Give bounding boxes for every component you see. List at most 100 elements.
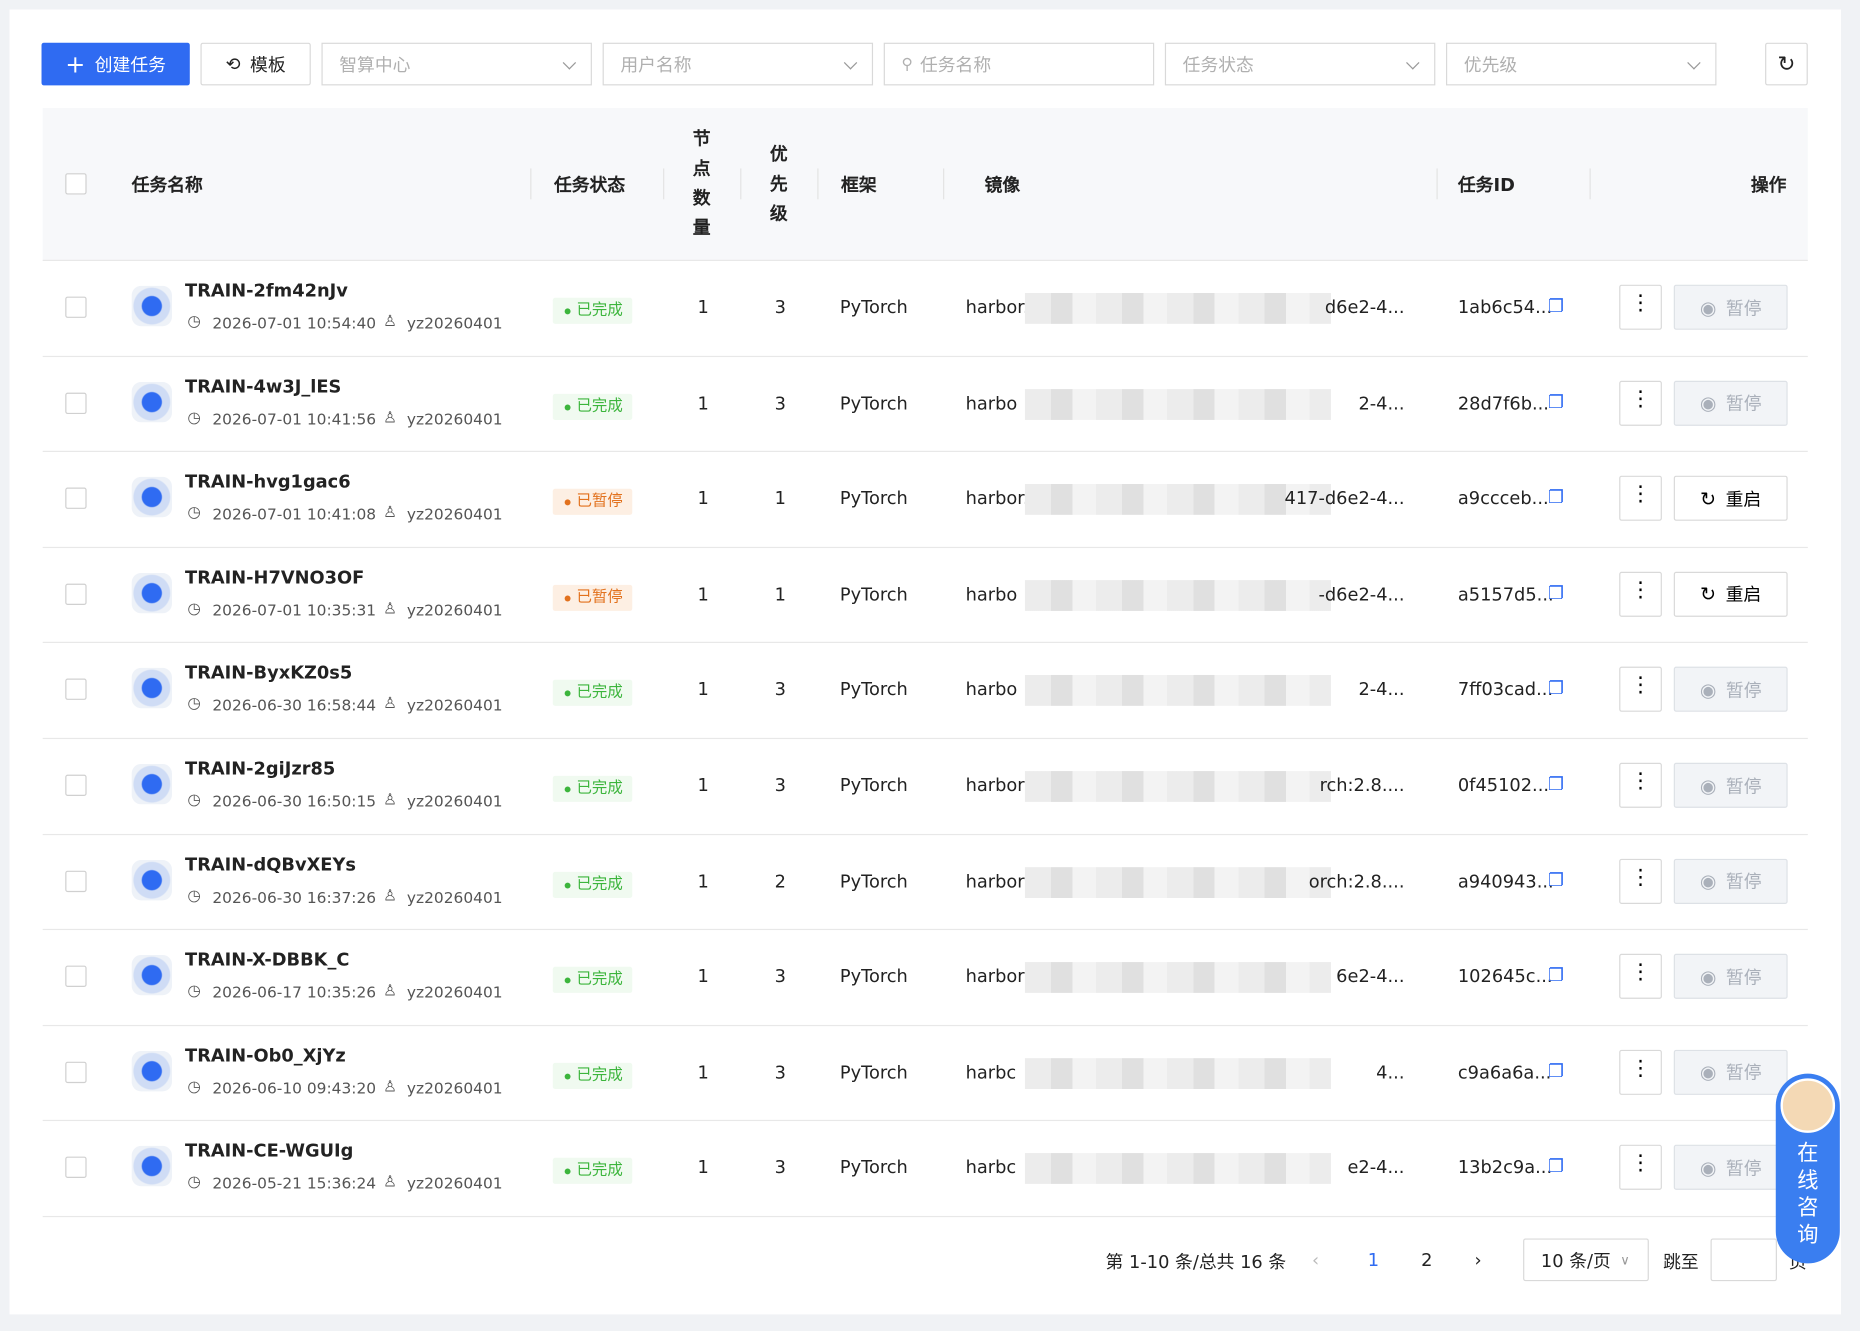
framework: PyTorch <box>839 1157 908 1179</box>
row-checkbox[interactable] <box>65 774 87 796</box>
page-size[interactable]: 10 条/页 ∨ <box>1523 1238 1649 1282</box>
copy-icon[interactable]: ❐ <box>1548 869 1564 891</box>
task-name: TRAIN-CE-WGUIg <box>185 1140 354 1162</box>
row-checkbox[interactable] <box>65 870 87 892</box>
refresh-button[interactable]: ↻ <box>1765 42 1808 86</box>
copy-icon[interactable]: ❐ <box>1548 773 1564 795</box>
user-icon: ♙ <box>383 1173 397 1192</box>
user-icon: ♙ <box>383 695 397 714</box>
action-button[interactable]: ↻ 重启 <box>1673 475 1788 521</box>
row-checkbox[interactable] <box>65 1157 87 1179</box>
more-button[interactable]: ⋮ <box>1619 762 1662 808</box>
column-separator <box>740 168 742 200</box>
create-button[interactable]: + 创建任务 <box>41 42 190 86</box>
row-checkbox[interactable] <box>65 296 87 318</box>
framework: PyTorch <box>839 1061 908 1083</box>
page-1[interactable]: 1 <box>1367 1249 1380 1271</box>
status-badge: 已完成 <box>552 775 633 802</box>
task-user: yz20260401 <box>406 889 503 908</box>
action-icon: ↻ <box>1700 487 1717 510</box>
node-count: 1 <box>697 296 709 318</box>
status-badge: 已完成 <box>552 393 633 420</box>
image-start: harbc <box>965 1157 1017 1179</box>
action-button[interactable]: ◉ 暂停 <box>1673 762 1788 808</box>
copy-icon[interactable]: ❐ <box>1548 1060 1564 1082</box>
filter-select[interactable]: 智算中心 <box>321 42 592 86</box>
filter-select[interactable]: 用户名称 <box>602 42 874 86</box>
user-icon: ♙ <box>383 1078 397 1096</box>
image-blur <box>1024 866 1331 898</box>
action-button[interactable]: ◉ 暂停 <box>1673 1145 1788 1191</box>
more-button[interactable]: ⋮ <box>1619 475 1662 521</box>
action-button[interactable]: ◉ 暂停 <box>1673 953 1788 1000</box>
page-2[interactable]: 2 <box>1421 1249 1433 1271</box>
action-label: 暂停 <box>1725 392 1762 415</box>
image-blur <box>1024 579 1331 611</box>
action-button[interactable]: ◉ 暂停 <box>1673 1049 1788 1095</box>
more-button[interactable]: ⋮ <box>1619 571 1662 617</box>
select-all[interactable] <box>65 173 87 195</box>
task-time: 2026-06-30 16:37:26 <box>212 889 377 908</box>
action-button[interactable]: ↻ 重启 <box>1673 571 1788 617</box>
table-row: TRAIN-CE-WGUIg ◷ 2026-05-21 15:36:24 ♙ yz202… <box>42 1120 1808 1218</box>
action-icon: ◉ <box>1699 774 1717 797</box>
clock-icon: ◷ <box>187 791 201 810</box>
filter-select[interactable]: 任务状态 <box>1164 42 1436 86</box>
row-checkbox[interactable] <box>65 965 87 988</box>
more-button[interactable]: ⋮ <box>1619 953 1662 1000</box>
copy-icon[interactable]: ❐ <box>1548 582 1564 604</box>
copy-icon[interactable]: ❐ <box>1548 677 1564 700</box>
image-end: 4... <box>1376 1061 1405 1083</box>
action-button[interactable]: ◉ 暂停 <box>1673 380 1788 426</box>
status-badge: 已完成 <box>552 967 633 994</box>
image-blur <box>1024 293 1331 324</box>
copy-icon[interactable]: ❐ <box>1548 486 1564 508</box>
action-button[interactable]: ◉ 暂停 <box>1673 284 1788 330</box>
more-button[interactable]: ⋮ <box>1619 284 1662 330</box>
row-checkbox[interactable] <box>65 679 87 701</box>
task-icon <box>131 955 173 996</box>
row-checkbox[interactable] <box>65 583 87 605</box>
row-checkbox[interactable] <box>65 487 87 510</box>
jump-input[interactable] <box>1710 1238 1777 1282</box>
copy-icon[interactable]: ❐ <box>1548 964 1564 987</box>
prev-page[interactable]: ‹ <box>1311 1249 1320 1271</box>
copy-icon[interactable]: ❐ <box>1548 295 1564 317</box>
more-button[interactable]: ⋮ <box>1619 858 1662 904</box>
row-checkbox[interactable] <box>65 392 87 414</box>
action-button[interactable]: ◉ 暂停 <box>1673 667 1788 713</box>
table-row: TRAIN-4w3J_lES ◷ 2026-07-01 10:41:56 ♙ yz202… <box>42 355 1808 453</box>
column-separator <box>1589 168 1591 200</box>
filter-select[interactable]: 优先级 <box>1446 42 1717 86</box>
task-icon <box>131 1146 173 1187</box>
next-page[interactable]: › <box>1474 1249 1482 1271</box>
task-id: a940943... <box>1457 870 1554 892</box>
action-button[interactable]: ◉ 暂停 <box>1673 858 1788 904</box>
task-name: TRAIN-hvg1gac6 <box>185 471 351 493</box>
node-count: 1 <box>697 870 709 892</box>
more-button[interactable]: ⋮ <box>1619 1145 1662 1191</box>
filter-placeholder: 优先级 <box>1463 53 1518 76</box>
consult-float[interactable]: 在线咨询 <box>1775 1073 1840 1264</box>
clock-icon: ◷ <box>187 1078 201 1096</box>
copy-icon[interactable]: ❐ <box>1548 1155 1564 1178</box>
filter-select[interactable]: ⚲ 任务名称 <box>883 42 1155 86</box>
framework: PyTorch <box>839 965 908 988</box>
more-button[interactable]: ⋮ <box>1619 1049 1662 1095</box>
image-start: harbor. <box>965 296 1029 318</box>
image-start: harbor <box>965 965 1025 988</box>
priority: 2 <box>774 870 786 892</box>
copy-icon[interactable]: ❐ <box>1548 390 1564 413</box>
action-icon: ◉ <box>1699 678 1717 701</box>
template-button[interactable]: ⟲ 模板 <box>200 42 311 86</box>
more-button[interactable]: ⋮ <box>1619 667 1662 713</box>
action-icon: ◉ <box>1699 965 1717 988</box>
priority: 3 <box>774 679 786 701</box>
more-button[interactable]: ⋮ <box>1619 380 1662 426</box>
filter-placeholder: 任务名称 <box>919 53 992 76</box>
page-summary: 第 1-10 条/总共 16 条 <box>1105 1251 1287 1273</box>
column-separator <box>817 168 819 200</box>
row-checkbox[interactable] <box>65 1061 87 1083</box>
user-icon: ♙ <box>383 600 397 618</box>
table-row: TRAIN-2giJzr85 ◷ 2026-06-30 16:50:15 ♙ yz202… <box>42 738 1808 835</box>
